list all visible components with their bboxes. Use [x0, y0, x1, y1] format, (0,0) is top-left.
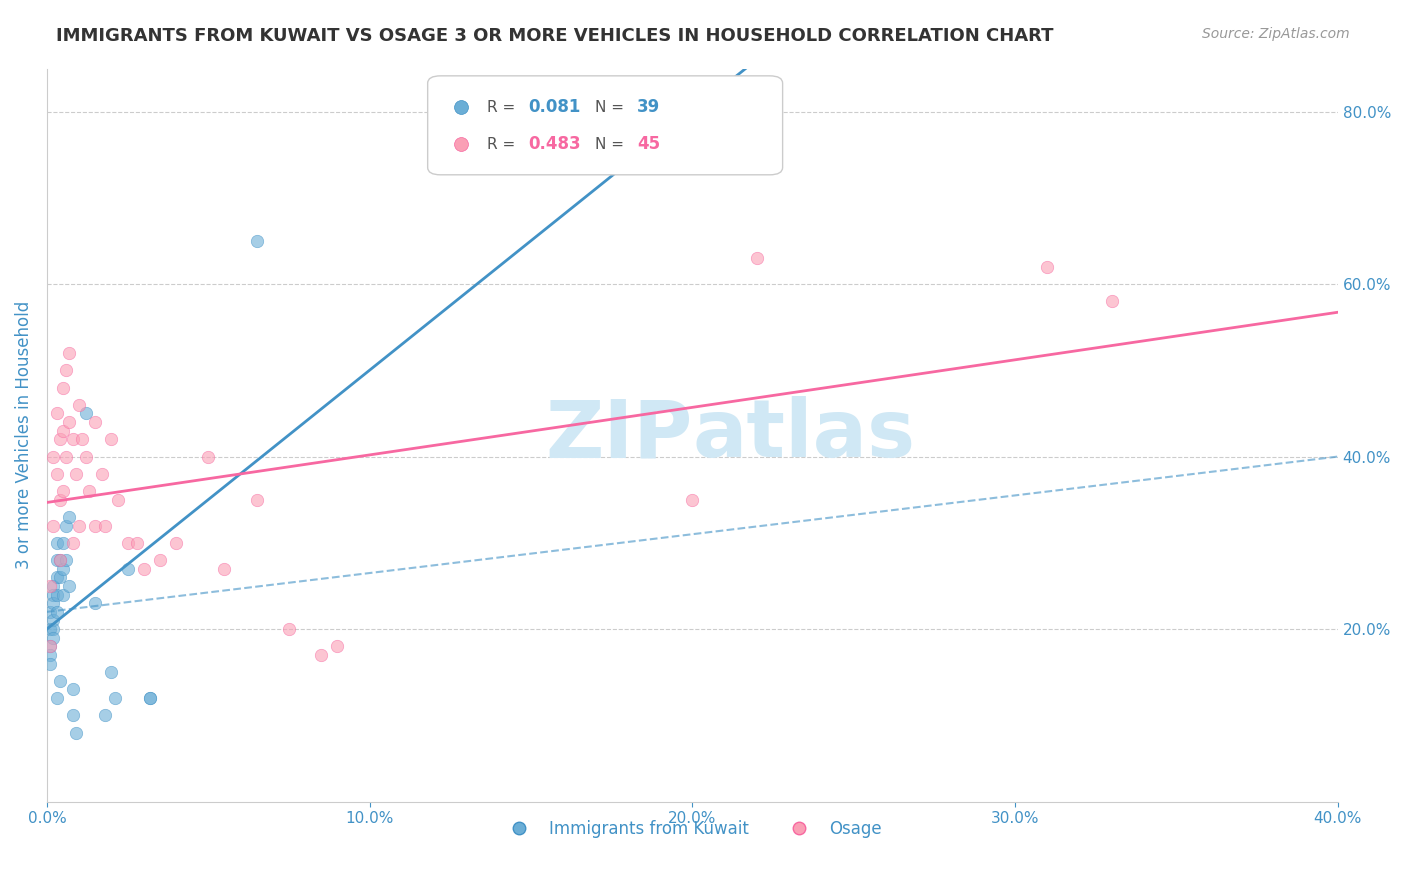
- Point: [90, 467, 112, 481]
- Point: [84, 415, 107, 429]
- Point: [65, 725, 87, 739]
- Point: [49, 570, 72, 584]
- Point: [246, 492, 269, 507]
- Point: [745, 252, 768, 266]
- Point: [42, 450, 65, 464]
- Point: [45, 588, 67, 602]
- Point: [42, 596, 65, 610]
- Text: R =: R =: [486, 100, 520, 115]
- Point: [52, 484, 75, 499]
- Y-axis label: 3 or more Vehicles in Household: 3 or more Vehicles in Household: [15, 301, 32, 569]
- Point: [75, 407, 97, 421]
- Point: [52, 381, 75, 395]
- Point: [58, 415, 80, 429]
- Point: [165, 536, 187, 550]
- Point: [52, 562, 75, 576]
- FancyBboxPatch shape: [427, 76, 783, 175]
- Point: [42, 622, 65, 636]
- Text: N =: N =: [596, 136, 630, 152]
- Point: [49, 492, 72, 507]
- Point: [42, 579, 65, 593]
- Point: [42, 631, 65, 645]
- Point: [94, 518, 117, 533]
- Point: [55, 450, 77, 464]
- Point: [45, 407, 67, 421]
- Point: [1101, 294, 1123, 309]
- Point: [84, 518, 107, 533]
- Point: [45, 570, 67, 584]
- Point: [149, 553, 172, 567]
- Point: [117, 536, 139, 550]
- Text: 45: 45: [637, 135, 659, 153]
- Point: [62, 536, 84, 550]
- Point: [49, 553, 72, 567]
- Point: [1036, 260, 1059, 274]
- Point: [246, 234, 269, 248]
- Text: 0.081: 0.081: [529, 98, 581, 116]
- Point: [52, 588, 75, 602]
- Point: [100, 665, 122, 680]
- Point: [45, 536, 67, 550]
- Point: [132, 562, 155, 576]
- Point: [45, 467, 67, 481]
- Point: [277, 622, 299, 636]
- Point: [49, 673, 72, 688]
- Point: [49, 553, 72, 567]
- Text: R =: R =: [486, 136, 520, 152]
- Point: [309, 648, 332, 662]
- Point: [104, 691, 127, 706]
- Point: [62, 708, 84, 723]
- Text: 39: 39: [637, 98, 659, 116]
- Point: [45, 553, 67, 567]
- Point: [94, 708, 117, 723]
- Point: [45, 691, 67, 706]
- Point: [100, 433, 122, 447]
- Point: [49, 433, 72, 447]
- Point: [77, 484, 100, 499]
- Point: [42, 518, 65, 533]
- Point: [39, 640, 62, 654]
- Text: 0.483: 0.483: [529, 135, 581, 153]
- Point: [45, 605, 67, 619]
- Point: [55, 518, 77, 533]
- Point: [52, 424, 75, 438]
- Point: [39, 648, 62, 662]
- Text: IMMIGRANTS FROM KUWAIT VS OSAGE 3 OR MORE VEHICLES IN HOUSEHOLD CORRELATION CHAR: IMMIGRANTS FROM KUWAIT VS OSAGE 3 OR MOR…: [56, 27, 1053, 45]
- Point: [39, 622, 62, 636]
- Point: [58, 579, 80, 593]
- Point: [107, 492, 129, 507]
- Text: atlas: atlas: [692, 396, 915, 474]
- Point: [139, 691, 162, 706]
- Text: Source: ZipAtlas.com: Source: ZipAtlas.com: [1202, 27, 1350, 41]
- Point: [65, 467, 87, 481]
- Text: N =: N =: [596, 100, 630, 115]
- Point: [55, 553, 77, 567]
- Point: [117, 562, 139, 576]
- Point: [127, 536, 149, 550]
- Point: [84, 596, 107, 610]
- Point: [67, 398, 90, 412]
- Legend: Immigrants from Kuwait, Osage: Immigrants from Kuwait, Osage: [496, 814, 889, 845]
- Point: [67, 518, 90, 533]
- Point: [39, 640, 62, 654]
- Point: [197, 450, 219, 464]
- Point: [62, 433, 84, 447]
- Point: [39, 657, 62, 671]
- Point: [39, 579, 62, 593]
- Text: ZIP: ZIP: [546, 396, 692, 474]
- Point: [39, 605, 62, 619]
- Point: [72, 433, 94, 447]
- Point: [42, 588, 65, 602]
- Point: [62, 682, 84, 697]
- Point: [139, 691, 162, 706]
- Point: [214, 562, 236, 576]
- Point: [75, 450, 97, 464]
- Point: [58, 510, 80, 524]
- Point: [52, 536, 75, 550]
- Point: [55, 363, 77, 377]
- Point: [681, 492, 703, 507]
- Point: [326, 640, 349, 654]
- Point: [42, 614, 65, 628]
- Point: [58, 346, 80, 360]
